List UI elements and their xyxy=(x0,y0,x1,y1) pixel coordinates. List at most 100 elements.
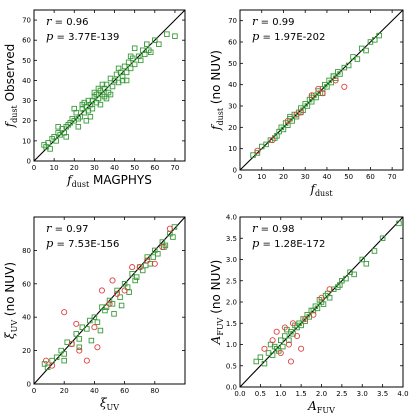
data-point-square xyxy=(396,220,402,227)
data-point-square xyxy=(47,146,53,152)
y-tick-label: 3.5 xyxy=(226,235,237,243)
data-point-square xyxy=(286,337,292,344)
data-point-square xyxy=(106,297,113,304)
data-point-square xyxy=(155,250,161,257)
data-point-square xyxy=(143,41,150,47)
data-point-square xyxy=(316,297,323,303)
data-point-square xyxy=(87,317,93,324)
x-tick-label: 30 xyxy=(301,173,310,181)
data-point-square xyxy=(58,347,64,354)
chart-panel-bottom-right: 0.0 0.5 1.0 1.5 2.0 2.5 3.0 3.5 4.0 0.0 0.5 1.0 1.5 2… xyxy=(209,214,409,415)
data-point-square xyxy=(304,103,311,109)
data-point-square xyxy=(156,41,162,47)
series-circle xyxy=(254,77,348,154)
data-point-square xyxy=(170,234,176,240)
data-point-square xyxy=(121,63,128,70)
data-point-circle xyxy=(61,309,68,316)
y-tick-label: 0.5 xyxy=(226,362,237,370)
data-point-square xyxy=(114,287,120,294)
x-tick-label: 0.5 xyxy=(255,390,266,398)
data-point-square xyxy=(254,150,261,156)
x-axis-label: ξUV xyxy=(100,396,119,412)
data-point-square xyxy=(119,77,126,84)
data-point-square xyxy=(146,47,152,54)
annotation-r: r = 0.99 xyxy=(252,14,295,28)
y-tick-label: 60 xyxy=(22,37,31,45)
data-point-circle xyxy=(83,357,90,364)
y-tick-label: 0 xyxy=(27,158,31,166)
annotation-p: p = 7.53E-156 xyxy=(46,236,119,250)
data-point-circle xyxy=(159,244,166,251)
data-point-square xyxy=(345,62,352,69)
data-point-square xyxy=(152,247,158,254)
y-tick-label: 50 xyxy=(22,57,31,65)
data-point-square xyxy=(298,322,304,329)
data-point-square xyxy=(95,85,102,92)
data-point-circle xyxy=(285,341,292,348)
data-point-square xyxy=(75,124,82,130)
data-point-circle xyxy=(319,90,326,97)
data-point-square xyxy=(263,141,269,148)
y-tick-label: 20 xyxy=(22,117,31,125)
y-tick-label: 4.0 xyxy=(226,214,237,222)
y-axis-label: AFUV (no NUV) xyxy=(209,260,225,346)
y-tick-label: 2.0 xyxy=(226,299,237,307)
x-tick-label: 50 xyxy=(130,164,139,172)
data-point-square xyxy=(253,358,260,365)
svg-text:fdust Observed: fdust Observed xyxy=(3,44,19,129)
data-point-square xyxy=(278,337,284,344)
y-tick-label: 20 xyxy=(22,347,31,355)
data-point-circle xyxy=(273,328,280,335)
y-axis-label: fdust Observed xyxy=(3,44,19,129)
data-point-square xyxy=(95,95,102,102)
data-point-square xyxy=(139,267,146,274)
data-point-square xyxy=(76,344,83,351)
y-tick-label: 0 xyxy=(233,167,237,175)
y-tick-label: 20 xyxy=(228,124,237,132)
data-point-square xyxy=(164,31,170,37)
data-point-circle xyxy=(109,277,116,284)
chart-panel-top-left: 0 10 20 30 40 50 60 70 0 10 20 30 40 50 60 70 r = 0.96p … xyxy=(3,9,186,189)
annotation-p: p = 1.97E-202 xyxy=(252,29,325,43)
axes-frame xyxy=(239,9,404,171)
data-point-circle xyxy=(68,340,75,347)
x-tick-label: 30 xyxy=(90,164,99,172)
data-point-square xyxy=(292,322,298,329)
data-point-square xyxy=(343,275,349,282)
data-point-square xyxy=(127,65,134,72)
y-axis-label: fdust (no NUV) xyxy=(209,50,225,131)
y-tick-label: 70 xyxy=(22,17,31,25)
data-point-circle xyxy=(284,117,291,124)
data-point-square xyxy=(41,361,48,367)
data-point-square xyxy=(274,133,280,139)
data-point-square xyxy=(88,337,95,344)
data-point-square xyxy=(53,354,60,361)
annotation-r: r = 0.97 xyxy=(46,221,89,235)
data-point-square xyxy=(76,336,83,342)
data-point-square xyxy=(351,271,357,278)
data-point-circle xyxy=(302,315,309,323)
data-point-square xyxy=(337,282,343,288)
data-point-circle xyxy=(49,362,56,369)
data-point-square xyxy=(363,261,370,267)
y-tick-label: 1.0 xyxy=(226,341,237,349)
data-point-circle xyxy=(98,287,105,294)
data-point-circle xyxy=(269,337,276,344)
y-tick-label: 1.5 xyxy=(226,320,237,328)
data-point-square xyxy=(300,316,306,322)
data-point-square xyxy=(91,89,98,96)
data-point-square xyxy=(45,140,51,146)
svg-text:ξUV: ξUV xyxy=(100,396,119,412)
one-to-one-line xyxy=(33,9,186,162)
data-point-square xyxy=(61,357,67,364)
data-point-circle xyxy=(129,264,136,271)
data-point-square xyxy=(142,262,149,269)
data-point-square xyxy=(314,305,321,312)
x-tick-label: 20 xyxy=(60,387,69,395)
x-tick-label: 2.0 xyxy=(316,390,327,398)
svg-text:fdust: fdust xyxy=(309,182,333,198)
data-point-circle xyxy=(315,85,322,92)
data-point-circle xyxy=(91,324,98,331)
data-point-square xyxy=(284,326,290,333)
